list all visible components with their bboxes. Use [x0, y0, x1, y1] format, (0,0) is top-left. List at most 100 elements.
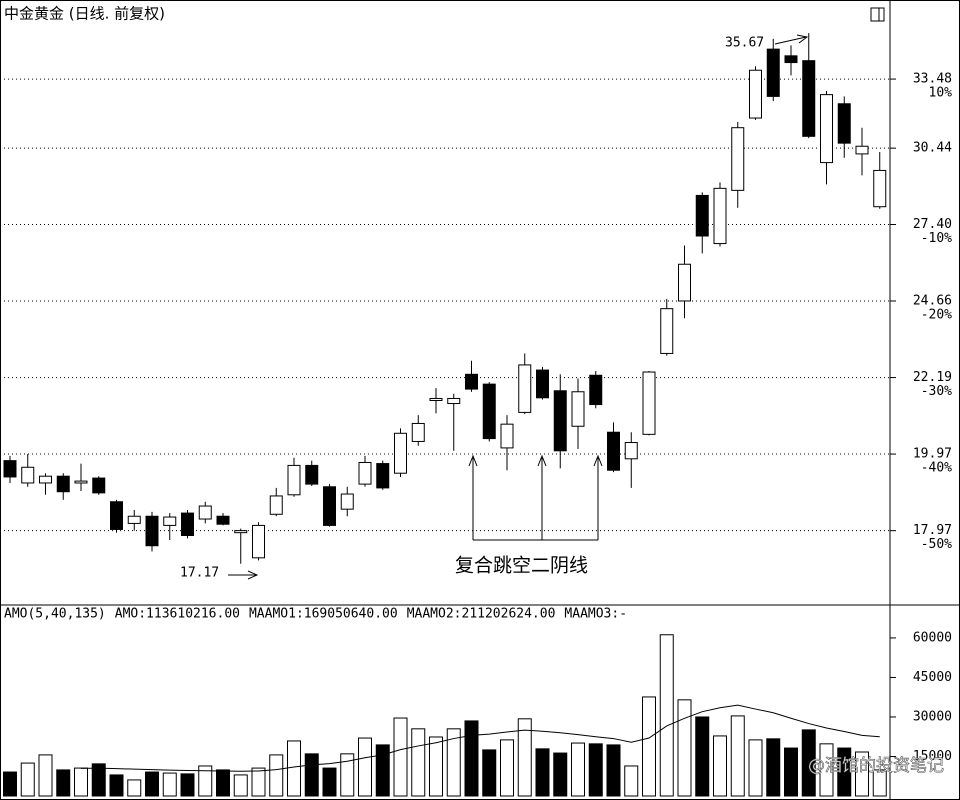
candle-body — [287, 464, 301, 496]
volume-bar — [375, 744, 390, 797]
candle-body — [56, 475, 70, 493]
volume-bar — [287, 740, 301, 797]
candle-body — [181, 512, 194, 537]
volume-bar — [730, 715, 745, 797]
volume-bar — [482, 749, 497, 797]
candle-body — [394, 432, 407, 474]
candle-body — [3, 460, 17, 478]
indicator-header: AMO:113610216.00 — [115, 607, 240, 622]
volume-bar — [91, 763, 106, 797]
candle-body — [589, 374, 603, 406]
candle-body — [429, 397, 443, 401]
candle-body — [642, 371, 656, 435]
volume-bar — [713, 735, 727, 797]
volume-bar — [429, 736, 443, 797]
candle-body — [216, 515, 230, 525]
volume-bar — [606, 744, 621, 797]
candle-body — [731, 127, 745, 191]
candle-body — [713, 187, 727, 245]
volume-bar — [127, 779, 142, 797]
volume-bar — [464, 720, 479, 797]
candle-body — [74, 480, 88, 484]
y-tick-label: 45000 — [913, 670, 952, 685]
volume-bar — [3, 771, 17, 797]
candle-body — [340, 493, 354, 510]
candle-body — [873, 169, 887, 208]
volume-bar — [624, 765, 639, 797]
candle-body — [465, 373, 478, 390]
volume-bar — [872, 769, 887, 797]
volume-bar — [233, 774, 248, 797]
candle-body — [145, 515, 159, 547]
volume-bar — [358, 737, 372, 797]
pct-tick-label: -50% — [921, 537, 952, 552]
volume-bar — [198, 765, 213, 797]
volume-bar — [553, 752, 568, 797]
volume-bar — [855, 751, 869, 797]
candle-body — [482, 383, 496, 440]
candle-body — [518, 364, 532, 413]
candle-body — [624, 442, 638, 460]
candle-body — [820, 94, 833, 164]
pct-tick-label: -40% — [921, 461, 952, 476]
volume-bar — [659, 634, 674, 797]
candle-body — [571, 391, 585, 427]
candle-body — [749, 69, 762, 119]
candle-body — [198, 505, 212, 520]
volume-bar — [784, 747, 798, 797]
candle-body — [269, 495, 283, 515]
low-label: 17.17 — [180, 566, 219, 581]
candle-body — [21, 466, 35, 484]
volume-bar — [322, 767, 337, 797]
volume-bar — [571, 742, 585, 797]
candle-body — [127, 515, 141, 524]
volume-bar — [340, 753, 355, 797]
indicator-header: MAAMO3:- — [564, 607, 627, 622]
volume-bar — [517, 718, 532, 797]
candle-body — [855, 145, 869, 155]
high-label: 35.67 — [725, 36, 764, 51]
volume-bar — [393, 717, 408, 797]
candle-body — [784, 55, 798, 64]
candle-body — [110, 501, 123, 530]
window-icon[interactable] — [870, 7, 885, 22]
volume-bar — [269, 754, 284, 797]
y-tick-label: 27.40 — [913, 217, 952, 232]
candle-body — [411, 422, 425, 442]
volume-bar — [766, 738, 781, 797]
candle-body — [252, 524, 265, 559]
volume-bar — [748, 739, 763, 797]
y-tick-label: 15000 — [913, 749, 952, 764]
pct-tick-label: -20% — [921, 307, 952, 322]
candle-body — [234, 530, 248, 534]
candle-body — [660, 308, 674, 354]
candle-body — [92, 477, 106, 494]
candle-body — [39, 475, 52, 484]
indicator-header: AMO(5,40,135) — [4, 607, 106, 622]
volume-bar — [677, 699, 692, 797]
candle-body — [305, 464, 319, 485]
volume-bar — [145, 771, 159, 797]
volume-bar — [74, 767, 88, 797]
volume-bar — [251, 767, 266, 797]
indicator-header: MAAMO1:169050640.00 — [249, 607, 398, 622]
candle-body — [376, 463, 390, 489]
volume-bar — [162, 772, 177, 797]
candle-body — [323, 486, 336, 526]
candle-body — [447, 397, 461, 405]
volume-bar — [500, 739, 514, 797]
volume-bar — [56, 769, 71, 797]
volume-bar — [216, 769, 230, 797]
volume-bar — [588, 743, 603, 797]
y-tick-label: 33.48 — [913, 72, 952, 87]
y-tick-label: 30.44 — [913, 141, 952, 156]
y-tick-label: 30000 — [913, 709, 952, 724]
volume-bar — [535, 748, 550, 797]
volume-bar — [38, 754, 53, 797]
annotation-bracket — [228, 34, 809, 580]
volume-bar — [801, 729, 816, 797]
chart-title: 中金黄金 (日线. 前复权) — [4, 5, 165, 23]
